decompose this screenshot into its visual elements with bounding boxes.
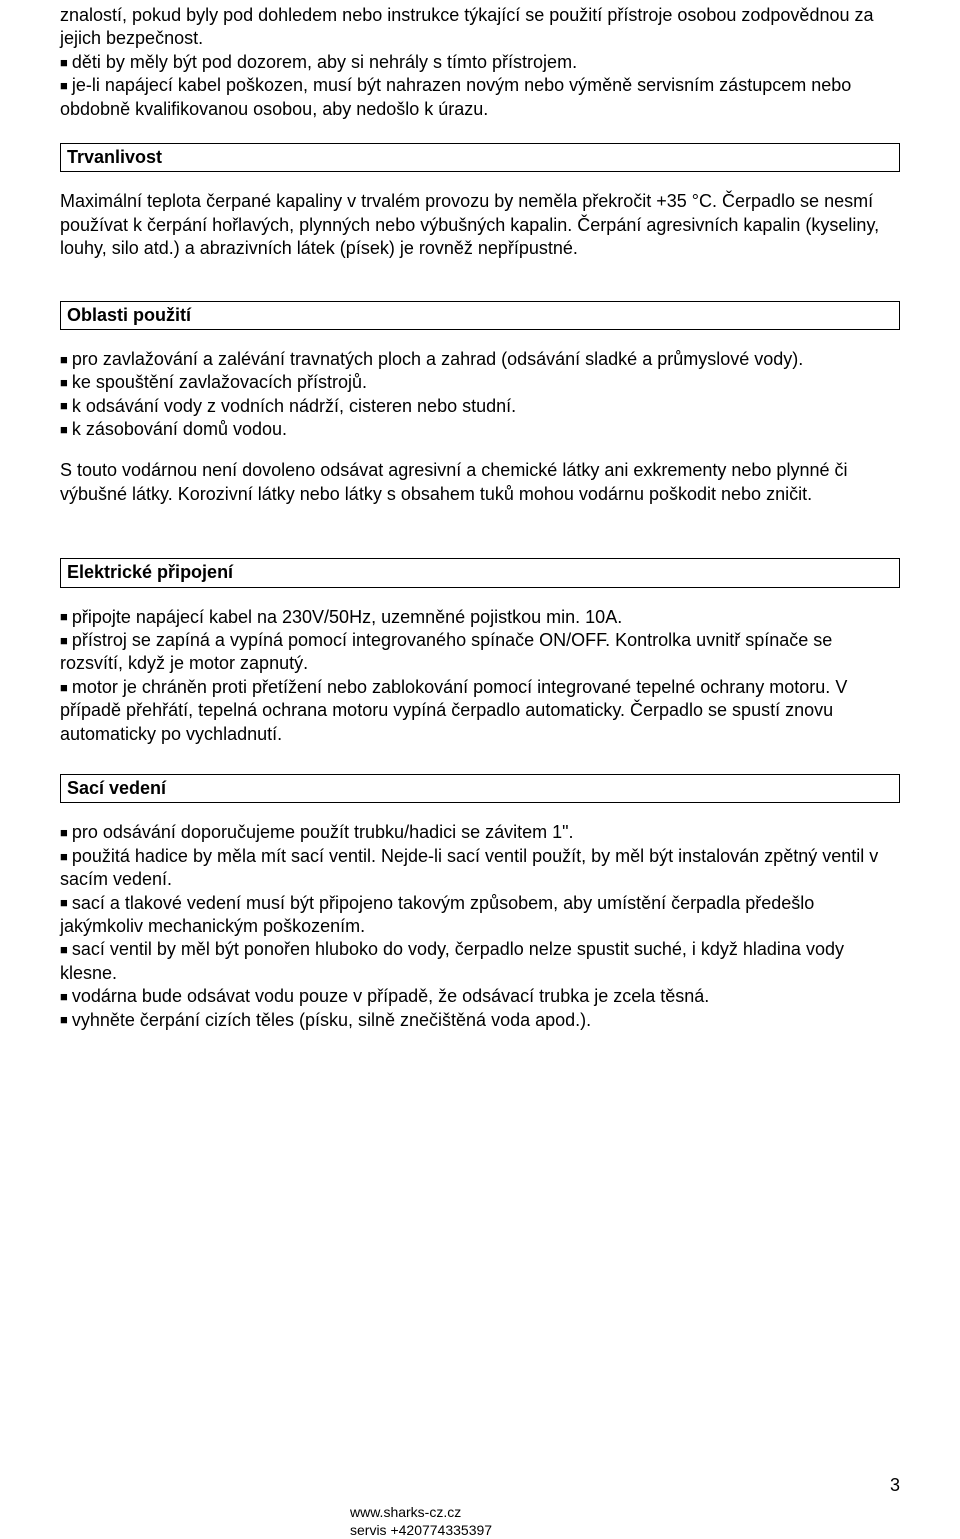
oblasti-bullet-3: ■k odsávání vody z vodních nádrží, ciste… [60,395,900,418]
elektricke-bullet-2: ■přístroj se zapíná a vypíná pomocí inte… [60,629,900,676]
intro-bullet-1: ■děti by měly být pod dozorem, aby si ne… [60,51,900,74]
elektricke-bullet-1: ■připojte napájecí kabel na 230V/50Hz, u… [60,606,900,629]
intro-text: znalostí, pokud byly pod dohledem nebo i… [60,5,874,48]
oblasti-bullet-1: ■pro zavlažování a zalévání travnatých p… [60,348,900,371]
trvanlivost-text: Maximální teplota čerpané kapaliny v trv… [60,191,879,258]
saci-bullet-5: ■vodárna bude odsávat vodu pouze v přípa… [60,985,900,1008]
section-heading-oblasti: Oblasti použití [60,301,900,330]
saci-bullet-2-text: použitá hadice by měla mít sací ventil. … [60,846,878,889]
section-heading-trvanlivost: Trvanlivost [60,143,900,172]
footer-url: www.sharks-cz.cz [350,1503,492,1521]
saci-bullet-4: ■sací ventil by měl být ponořen hluboko … [60,938,900,985]
elektricke-bullet-3-text: motor je chráněn proti přetížení nebo za… [60,677,847,744]
oblasti-bullet-4-text: k zásobování domů vodou. [72,419,287,439]
footer-phone: servis +420774335397 [350,1521,492,1539]
saci-bullet-6-text: vyhněte čerpání cizích těles (písku, sil… [72,1010,591,1030]
oblasti-bullet-2-text: ke spouštění zavlažovacích přístrojů. [72,372,367,392]
oblasti-bullet-3-text: k odsávání vody z vodních nádrží, cister… [72,396,516,416]
elektricke-bullet-2-text: přístroj se zapíná a vypíná pomocí integ… [60,630,832,673]
footer-center: www.sharks-cz.cz servis +420774335397 [350,1503,492,1539]
saci-bullet-1-text: pro odsávání doporučujeme použít trubku/… [72,822,574,842]
oblasti-body: ■pro zavlažování a zalévání travnatých p… [60,348,900,506]
trvanlivost-body: Maximální teplota čerpané kapaliny v trv… [60,190,900,260]
oblasti-paragraph: S touto vodárnou není dovoleno odsávat a… [60,460,847,503]
oblasti-bullet-4: ■k zásobování domů vodou. [60,418,900,441]
intro-block: znalostí, pokud byly pod dohledem nebo i… [60,4,900,121]
intro-bullet-2: ■je-li napájecí kabel poškozen, musí být… [60,74,900,121]
oblasti-bullet-1-text: pro zavlažování a zalévání travnatých pl… [72,349,803,369]
saci-bullet-2: ■použitá hadice by měla mít sací ventil.… [60,845,900,892]
page-number: 3 [890,1474,900,1497]
saci-bullet-3: ■sací a tlakové vedení musí být připojen… [60,892,900,939]
saci-bullet-3-text: sací a tlakové vedení musí být připojeno… [60,893,814,936]
elektricke-bullet-1-text: připojte napájecí kabel na 230V/50Hz, uz… [72,607,622,627]
saci-bullet-1: ■pro odsávání doporučujeme použít trubku… [60,821,900,844]
saci-bullet-5-text: vodárna bude odsávat vodu pouze v případ… [72,986,709,1006]
saci-bullet-6: ■vyhněte čerpání cizích těles (písku, si… [60,1009,900,1032]
saci-body: ■pro odsávání doporučujeme použít trubku… [60,821,900,1032]
elektricke-body: ■připojte napájecí kabel na 230V/50Hz, u… [60,606,900,746]
section-heading-elektricke: Elektrické připojení [60,558,900,587]
section-heading-saci: Sací vedení [60,774,900,803]
intro-bullet-2-text: je-li napájecí kabel poškozen, musí být … [60,75,851,118]
intro-bullet-1-text: děti by měly být pod dozorem, aby si neh… [72,52,577,72]
oblasti-bullet-2: ■ke spouštění zavlažovacích přístrojů. [60,371,900,394]
elektricke-bullet-3: ■motor je chráněn proti přetížení nebo z… [60,676,900,746]
saci-bullet-4-text: sací ventil by měl být ponořen hluboko d… [60,939,844,982]
